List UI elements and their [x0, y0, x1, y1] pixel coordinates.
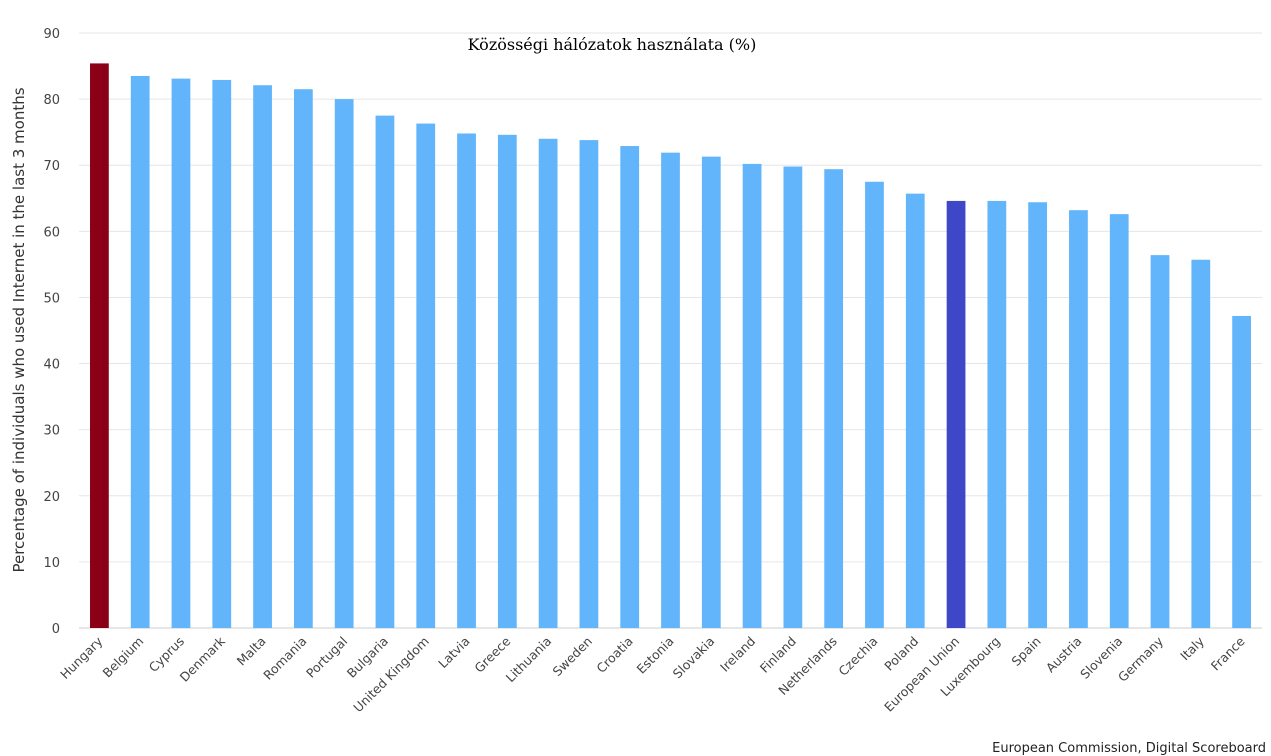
bar-sweden [579, 140, 599, 628]
bar-malta [253, 85, 272, 628]
bar-slovenia [1109, 214, 1129, 628]
category-label: Germany [1115, 633, 1167, 685]
y-tick-label: 70 [43, 159, 60, 174]
bar-belgium [130, 75, 150, 628]
category-label: Slovakia [670, 634, 718, 682]
bar-italy [1191, 259, 1211, 628]
category-label: Romania [260, 634, 309, 683]
source-credit: European Commission, Digital Scoreboard [992, 741, 1266, 756]
bar-germany [1150, 255, 1170, 628]
y-tick-label: 30 [43, 424, 60, 439]
bar-france [1232, 315, 1251, 628]
category-label: France [1208, 633, 1248, 673]
bar-netherlands [824, 169, 844, 628]
bar-lithuania [538, 138, 558, 628]
bar-croatia [620, 146, 640, 629]
bars [90, 63, 1251, 629]
category-label: European Union [881, 634, 962, 715]
bar-greece [497, 134, 517, 629]
category-label: Latvia [435, 634, 473, 672]
bar-slovakia [701, 156, 721, 628]
bar-bulgaria [375, 115, 395, 628]
bar-denmark [212, 79, 232, 628]
category-label: Malta [234, 634, 269, 669]
category-label: Poland [881, 634, 921, 674]
category-label: Sweden [549, 634, 595, 680]
bar-estonia [661, 152, 680, 628]
bar-luxembourg [987, 200, 1007, 628]
category-label: Ireland [717, 634, 758, 675]
category-label: Portugal [303, 634, 350, 681]
bar-poland [905, 193, 925, 628]
bar-portugal [334, 99, 354, 629]
bar-ireland [742, 163, 762, 628]
category-label: United Kingdom [350, 634, 432, 716]
category-label: Hungary [57, 633, 106, 682]
bar-spain [1028, 202, 1048, 628]
category-label: Czechia [835, 634, 880, 679]
chart-title: Közösségi hálózatok használata (%) [468, 35, 757, 54]
y-axis-label: Percentage of individuals who used Inter… [10, 87, 28, 572]
y-tick-label: 90 [43, 27, 60, 42]
bar-finland [783, 166, 803, 629]
y-tick-label: 80 [43, 93, 60, 108]
y-tick-label: 20 [43, 490, 60, 505]
bar-european-union [946, 200, 966, 628]
y-tick-label: 0 [52, 622, 60, 637]
category-label: Belgium [99, 634, 146, 681]
category-label: Croatia [593, 634, 635, 676]
bar-czechia [865, 181, 884, 628]
y-tick-labels: 0 10 20 30 40 50 60 70 80 90 [43, 27, 60, 637]
category-label: Spain [1008, 634, 1043, 669]
y-tick-label: 60 [43, 225, 60, 240]
category-label: Italy [1177, 633, 1207, 663]
bar-united-kingdom [416, 123, 436, 629]
bar-hungary [90, 63, 109, 628]
y-tick-label: 40 [43, 358, 60, 373]
bar-latvia [457, 133, 476, 628]
bar-cyprus [171, 78, 191, 628]
y-tick-label: 10 [43, 556, 60, 571]
bar-romania [293, 89, 313, 628]
y-tick-label: 50 [43, 291, 60, 306]
category-label: Denmark [177, 633, 229, 685]
bar-austria [1069, 210, 1088, 628]
